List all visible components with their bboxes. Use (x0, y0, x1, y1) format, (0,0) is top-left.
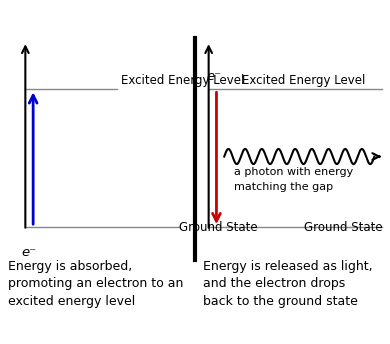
Text: e⁻: e⁻ (21, 246, 37, 259)
Text: Energy is released as light,
and the electron drops
back to the ground state: Energy is released as light, and the ele… (203, 260, 372, 308)
Text: Ground State: Ground State (303, 221, 382, 234)
Text: Ground State: Ground State (179, 221, 258, 234)
Text: e⁻: e⁻ (207, 69, 222, 83)
Text: Excited Energy Level: Excited Energy Level (242, 74, 365, 87)
Text: Energy is absorbed,
promoting an electron to an
excited energy level: Energy is absorbed, promoting an electro… (8, 260, 183, 308)
Text: Excited Energy Level: Excited Energy Level (121, 74, 244, 87)
Text: a photon with energy
matching the gap: a photon with energy matching the gap (234, 167, 353, 192)
